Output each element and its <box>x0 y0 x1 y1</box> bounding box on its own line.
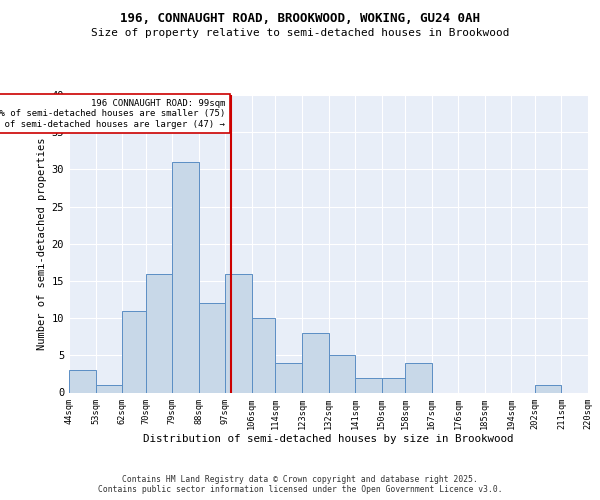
Bar <box>69 370 95 392</box>
Bar <box>95 385 122 392</box>
Y-axis label: Number of semi-detached properties: Number of semi-detached properties <box>37 138 47 350</box>
Bar <box>302 333 329 392</box>
Bar <box>146 274 172 392</box>
Bar <box>535 385 562 392</box>
Bar <box>355 378 382 392</box>
Bar <box>122 310 146 392</box>
Bar <box>252 318 275 392</box>
Bar <box>225 274 252 392</box>
Text: 196 CONNAUGHT ROAD: 99sqm
← 60% of semi-detached houses are smaller (75)
38% of : 196 CONNAUGHT ROAD: 99sqm ← 60% of semi-… <box>0 98 225 128</box>
Bar <box>199 303 225 392</box>
Bar <box>172 162 199 392</box>
Bar <box>382 378 405 392</box>
Bar <box>275 363 302 392</box>
Bar <box>329 356 355 393</box>
Text: 196, CONNAUGHT ROAD, BROOKWOOD, WOKING, GU24 0AH: 196, CONNAUGHT ROAD, BROOKWOOD, WOKING, … <box>120 12 480 26</box>
Text: Size of property relative to semi-detached houses in Brookwood: Size of property relative to semi-detach… <box>91 28 509 38</box>
Bar <box>405 363 432 392</box>
Text: Contains HM Land Registry data © Crown copyright and database right 2025.
Contai: Contains HM Land Registry data © Crown c… <box>98 474 502 494</box>
X-axis label: Distribution of semi-detached houses by size in Brookwood: Distribution of semi-detached houses by … <box>143 434 514 444</box>
